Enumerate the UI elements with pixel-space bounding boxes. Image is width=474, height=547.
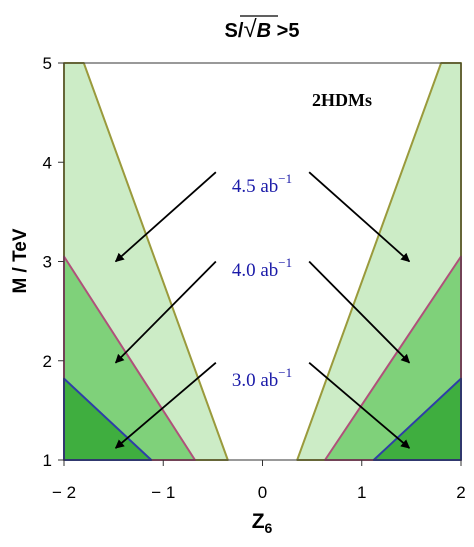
y-axis-label: M / TeV — [10, 228, 31, 293]
annotation-arrow-2 — [114, 362, 217, 449]
annotation-arrows — [114, 171, 411, 449]
y-tick-label: 4 — [43, 153, 52, 172]
axis-ticks: − 2 − 1 0 1 2 1 2 3 4 5 — [43, 54, 466, 502]
annotation-arrow-0 — [114, 171, 217, 263]
chart-title: S/√B >5 — [225, 16, 300, 43]
model-label: 2HDMs — [312, 90, 372, 110]
x-tick-label: 2 — [456, 483, 465, 502]
y-tick-label: 5 — [43, 54, 52, 73]
x-axis-label: Z6 — [252, 510, 273, 536]
x-tick-label: 1 — [357, 483, 366, 502]
x-tick-label: 0 — [258, 483, 267, 502]
annotation-arrow-4 — [308, 260, 411, 364]
lumi-label-0: 4.5 ab−1 — [232, 171, 292, 197]
lumi-label-1: 4.0 ab−1 — [232, 255, 292, 281]
x-tick-label: − 2 — [52, 483, 76, 502]
annotation-arrow-1 — [114, 260, 217, 364]
y-tick-label: 1 — [43, 451, 52, 470]
x-tick-label: − 1 — [151, 483, 175, 502]
y-tick-label: 2 — [43, 352, 52, 371]
y-tick-label: 3 — [43, 253, 52, 272]
lumi-label-2: 3.0 ab−1 — [232, 365, 292, 391]
annotation-arrow-3 — [308, 171, 411, 263]
annotation-arrow-5 — [308, 362, 411, 449]
